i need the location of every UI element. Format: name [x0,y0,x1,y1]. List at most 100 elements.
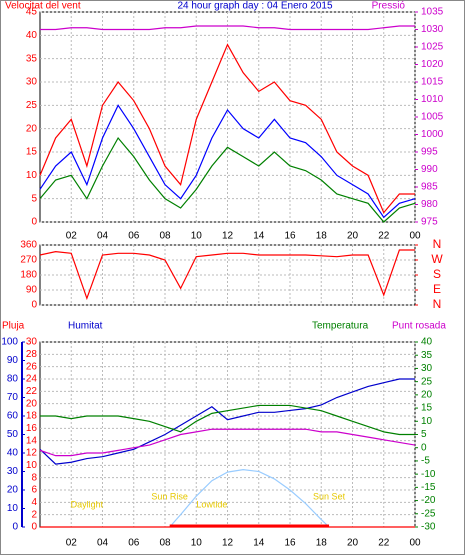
y2-tick-label: 1025 [421,42,444,53]
y-tick-label: 180 [20,270,37,281]
y3-tick-label: 80 [7,374,19,385]
x-tick-label: 12 [222,231,234,242]
y-tick-label: 8 [31,472,37,483]
y-tick-label: 25 [26,100,38,111]
y2-tick-label: 995 [421,147,438,158]
series-line [40,404,415,436]
y3-tick-label: 30 [7,466,19,477]
series-line [39,378,415,465]
x-tick-label: 10 [191,538,203,549]
temperature-label: Temperatura [312,321,369,332]
y-tick-label: 14 [26,435,38,446]
series-line [39,43,415,214]
y2-tick-label: -30 [421,522,436,533]
x-tick-label: 08 [159,231,171,242]
pressure-label: Pressió [372,1,406,12]
y3-tick-label: 90 [7,355,19,366]
y-tick-label: 360 [20,240,37,251]
y3-tick-label: 20 [7,485,19,496]
y2-tick-label: 40 [421,337,433,348]
y-tick-label: 5 [31,193,37,204]
chart-title: 24 hour graph day : 04 Enero 2015 [177,1,333,12]
y2-tick-label: 990 [421,164,438,175]
y-tick-label: 0 [31,300,37,311]
wind-label: Velocitat del vent [5,1,81,12]
dewpoint-label: Punt rosada [392,321,446,332]
y2-tick-label: N [433,297,442,311]
annotation: Sun Rise [151,491,188,501]
series-line [39,249,415,301]
y2-tick-label: 1035 [421,7,444,18]
series-line [39,104,416,219]
y2-tick-label: 10 [421,416,433,427]
x-tick-label: 04 [97,538,109,549]
y3-tick-label: 40 [7,448,19,459]
y-tick-label: 16 [26,423,38,434]
x-tick-label: 12 [222,538,234,549]
series-line [40,25,415,31]
x-tick-label: 06 [128,231,140,242]
y2-tick-label: 985 [421,182,438,193]
y-tick-label: 22 [26,386,38,397]
y2-tick-label: 20 [421,389,433,400]
x-tick-label: 10 [191,231,203,242]
y3-tick-label: 60 [7,411,19,422]
y-tick-label: 30 [26,337,38,348]
y-tick-label: 12 [26,448,38,459]
y-tick-label: 4 [31,497,37,508]
y2-tick-label: -20 [421,495,436,506]
y2-tick-label: 1005 [421,112,444,123]
y-tick-label: 24 [26,374,38,385]
x-tick-label: 14 [253,231,265,242]
y-tick-label: 10 [26,170,38,181]
y2-tick-label: S [433,267,441,281]
y2-tick-label: -15 [421,482,436,493]
annotation: Sun Set [313,491,346,501]
annotation: Daylight [71,499,104,509]
x-tick-label: 16 [284,231,296,242]
y2-tick-label: 35 [421,350,433,361]
x-tick-label: 22 [378,231,390,242]
rain-label: Pluja [2,321,25,332]
x-tick-label: 00 [409,231,421,242]
y2-tick-label: 1000 [421,129,444,140]
daylight-curve [169,469,330,528]
y-tick-label: 40 [26,30,38,41]
y-tick-label: 26 [26,361,38,372]
x-tick-label: 18 [316,538,328,549]
y-tick-label: 15 [26,147,38,158]
y-tick-label: 6 [31,485,37,496]
y2-tick-label: 5 [421,429,427,440]
y-tick-label: 20 [26,398,38,409]
y2-tick-label: 980 [421,199,438,210]
y2-tick-label: W [431,252,443,266]
y2-tick-label: 0 [421,442,427,453]
annotation: Lowtide [196,499,227,509]
y2-tick-label: -5 [421,456,430,467]
y2-tick-label: -25 [421,508,436,519]
y-tick-label: 18 [26,411,38,422]
y-tick-label: 2 [31,509,37,520]
y-tick-label: 10 [26,460,38,471]
y2-tick-label: 25 [421,376,433,387]
x-tick-label: 02 [66,538,78,549]
y2-tick-label: 15 [421,403,433,414]
y-tick-label: 0 [31,217,37,228]
x-tick-label: 20 [347,231,359,242]
y2-tick-label: 1030 [421,24,444,35]
y-tick-label: 28 [26,349,38,360]
x-tick-label: 06 [128,538,140,549]
y-tick-label: 30 [26,77,38,88]
x-tick-label: 14 [253,538,265,549]
y3-tick-label: 0 [12,522,18,533]
series-line [39,136,416,223]
y3-tick-label: 100 [1,337,18,348]
y3-tick-label: 70 [7,392,19,403]
x-tick-label: 20 [347,538,359,549]
humidity-label: Humitat [68,321,103,332]
y2-tick-label: 975 [421,217,438,228]
x-tick-label: 18 [316,231,328,242]
x-tick-label: 22 [378,538,390,549]
y2-tick-label: E [433,282,441,296]
